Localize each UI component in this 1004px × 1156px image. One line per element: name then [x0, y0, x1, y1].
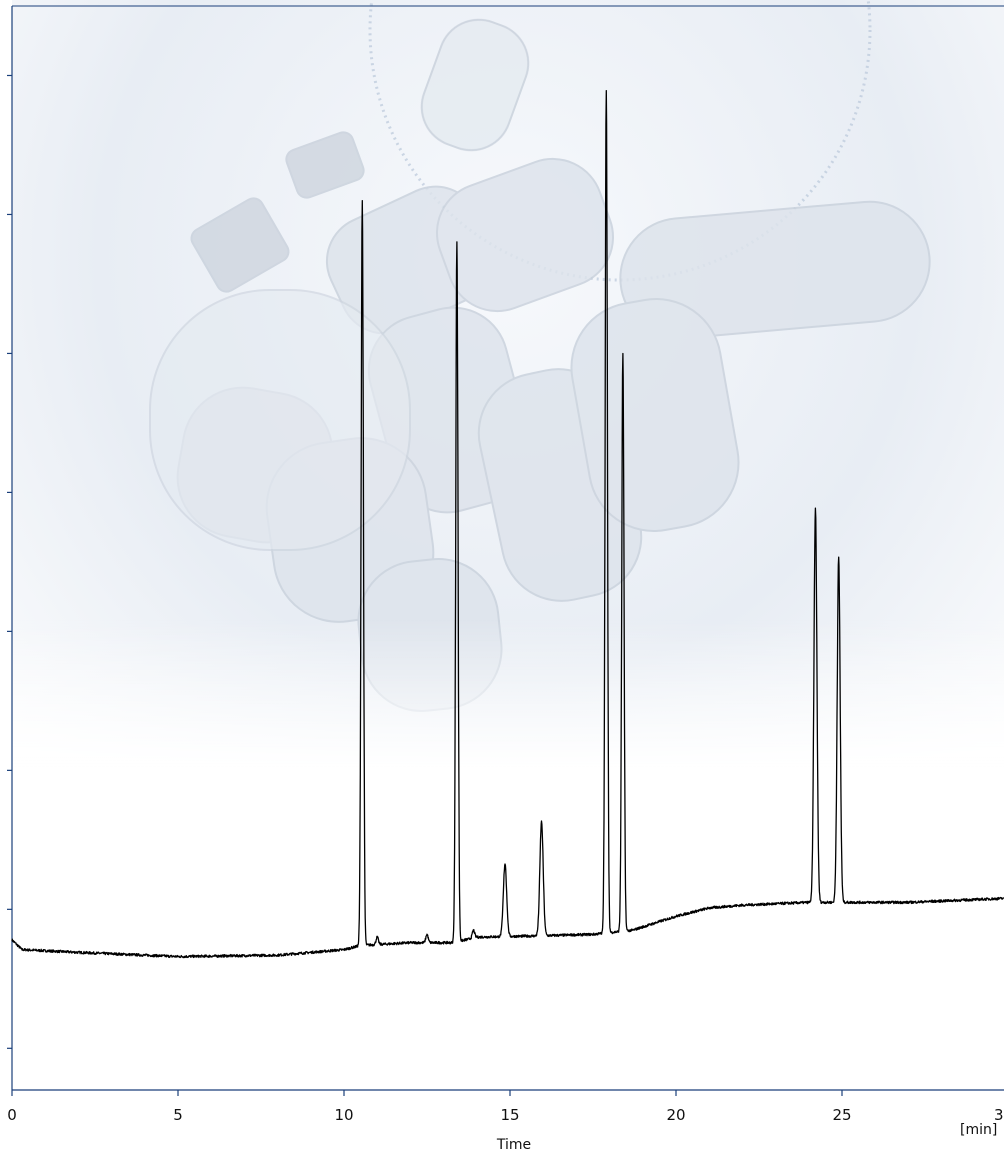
x-tick-label-6: 3	[994, 1106, 1004, 1124]
x-tick-label-0: 0	[7, 1106, 17, 1124]
x-tick-label-3: 15	[500, 1106, 519, 1124]
x-tick-label-4: 20	[666, 1106, 685, 1124]
x-axis-title: Time	[496, 1137, 531, 1153]
background-watermark	[12, 0, 1004, 1030]
y-ticks	[7, 74, 12, 1049]
x-tick-label-2: 10	[334, 1106, 353, 1124]
chromatogram-trace	[11, 89, 1004, 959]
x-axis-unit: [min]	[960, 1122, 997, 1138]
x-tick-label-5: 25	[832, 1106, 851, 1124]
x-ticks: 0 5 10 15 20 25 3	[7, 1090, 1004, 1124]
x-tick-label-1: 5	[173, 1106, 183, 1124]
axes: 0 5 10 15 20 25 3	[7, 5, 1004, 1124]
